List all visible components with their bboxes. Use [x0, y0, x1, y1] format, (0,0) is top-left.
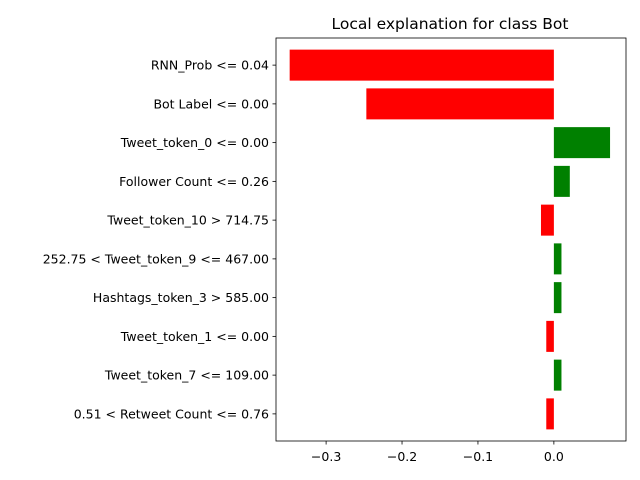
x-tick-label-0: −0.3 — [311, 449, 341, 464]
category-label-9: 0.51 < Retweet Count <= 0.76 — [74, 406, 269, 421]
category-label-7: Tweet_token_1 <= 0.00 — [120, 329, 269, 344]
bar-7 — [546, 320, 554, 352]
category-label-3: Follower Count <= 0.26 — [119, 174, 269, 189]
chart-title: Local explanation for class Bot — [332, 15, 569, 33]
category-label-5: 252.75 < Tweet_token_9 <= 467.00 — [43, 251, 269, 266]
category-label-0: RNN_Prob <= 0.04 — [151, 58, 269, 73]
x-tick-label-1: −0.2 — [387, 449, 417, 464]
bar-4 — [540, 204, 554, 236]
bar-9 — [546, 398, 554, 430]
x-axis-ticks: −0.3 −0.2 −0.1 0.0 — [311, 441, 564, 464]
category-label-8: Tweet_token_7 <= 109.00 — [104, 368, 269, 383]
bar-1 — [366, 88, 554, 120]
bar-2 — [553, 127, 611, 159]
category-labels: RNN_Prob <= 0.04 Bot Label <= 0.00 Tweet_t… — [43, 58, 276, 421]
x-tick-label-3: 0.0 — [544, 449, 564, 464]
category-label-1: Bot Label <= 0.00 — [153, 96, 269, 111]
x-tick-label-2: −0.1 — [463, 449, 493, 464]
bar-3 — [553, 165, 570, 197]
plot-frame — [275, 37, 627, 442]
category-label-4: Tweet_token_10 > 714.75 — [106, 213, 269, 228]
category-label-6: Hashtags_token_3 > 585.00 — [93, 290, 269, 305]
bar-6 — [553, 282, 562, 314]
bar-8 — [553, 359, 562, 391]
bar-5 — [553, 243, 562, 275]
bars-group — [289, 49, 611, 430]
category-label-2: Tweet_token_0 <= 0.00 — [120, 135, 269, 150]
bar-0 — [289, 49, 554, 81]
